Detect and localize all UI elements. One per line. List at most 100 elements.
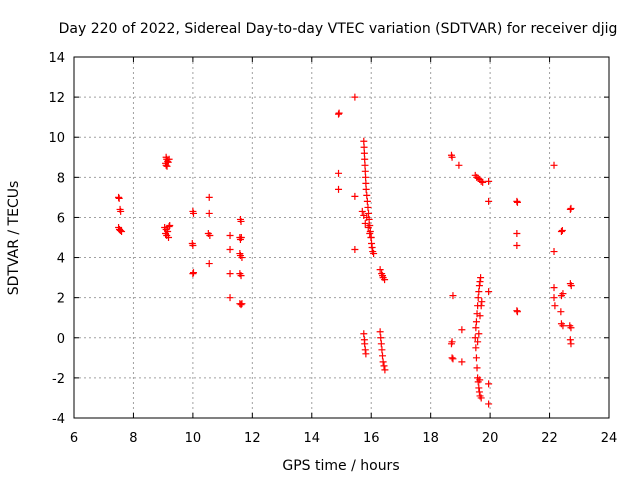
data-point-marker	[376, 266, 384, 274]
data-point-marker	[335, 185, 343, 193]
data-point-marker	[205, 193, 213, 201]
y-tick-label: 14	[48, 51, 65, 66]
data-point-marker	[360, 143, 368, 151]
data-point-marker	[567, 340, 575, 348]
data-point-marker	[381, 366, 389, 374]
data-point-marker	[376, 328, 384, 336]
y-tick-label: 0	[57, 332, 65, 347]
y-tick-label: 4	[57, 252, 65, 267]
data-point-marker	[365, 209, 373, 217]
data-point-marker	[380, 362, 388, 370]
data-point-marker	[550, 161, 558, 169]
data-point-marker	[472, 344, 480, 352]
data-point-marker	[475, 330, 483, 338]
x-tick-label: 8	[129, 431, 137, 446]
data-point-marker	[557, 308, 565, 316]
data-point-marker	[189, 269, 197, 277]
x-tick-label: 24	[601, 431, 618, 446]
data-point-marker	[116, 226, 124, 234]
data-point-marker	[361, 155, 369, 163]
y-tick-label: 10	[48, 131, 65, 146]
data-point-marker	[335, 169, 343, 177]
data-point-marker	[364, 203, 372, 211]
data-point-marker	[448, 354, 456, 362]
data-point-marker	[455, 161, 463, 169]
y-tick-label: 12	[48, 91, 65, 106]
y-tick-label: 6	[57, 211, 65, 226]
plot-frame	[73, 56, 610, 419]
data-point-marker	[471, 334, 479, 342]
data-point-marker	[165, 155, 173, 163]
data-point-marker	[360, 330, 368, 338]
x-tick-label: 16	[363, 431, 380, 446]
data-point-marker	[362, 179, 370, 187]
data-point-marker	[363, 213, 371, 221]
data-point-marker	[362, 173, 370, 181]
data-point-marker	[165, 234, 173, 241]
data-points	[115, 93, 575, 408]
data-point-marker	[474, 174, 482, 182]
data-point-marker	[364, 223, 372, 231]
y-tick-label: -2	[52, 372, 65, 387]
data-point-marker	[559, 322, 567, 330]
data-point-marker	[475, 288, 483, 296]
data-point-marker	[458, 358, 466, 366]
data-point-marker	[351, 192, 359, 200]
data-point-marker	[361, 219, 369, 227]
data-point-marker	[449, 355, 457, 363]
data-point-marker	[458, 326, 466, 334]
data-point-marker	[226, 231, 234, 239]
data-point-marker	[366, 229, 374, 237]
data-point-marker	[557, 227, 565, 235]
data-point-marker	[361, 161, 369, 169]
x-tick-label: 12	[244, 431, 261, 446]
data-point-marker	[477, 274, 485, 282]
data-point-marker	[189, 209, 197, 217]
data-point-marker	[237, 301, 245, 309]
data-point-marker	[479, 178, 487, 186]
data-point-marker	[226, 270, 234, 278]
data-point-marker	[360, 137, 368, 145]
data-point-marker	[164, 158, 172, 166]
y-axis-label: SDTVAR / TECUs	[6, 181, 22, 296]
data-point-marker	[115, 194, 123, 202]
y-tick-label: 2	[57, 292, 65, 307]
data-point-marker	[472, 354, 480, 362]
data-point-marker	[447, 340, 455, 348]
data-point-marker	[472, 324, 480, 332]
data-point-marker	[377, 334, 385, 342]
data-point-marker	[378, 346, 386, 354]
data-point-marker	[361, 167, 369, 175]
data-point-marker	[238, 300, 246, 308]
x-tick-label: 20	[482, 431, 499, 446]
data-point-marker	[363, 191, 371, 199]
data-point-marker	[226, 294, 234, 302]
data-point-marker	[550, 248, 558, 256]
data-point-marker	[237, 234, 245, 241]
x-tick-label: 18	[422, 431, 439, 446]
data-point-marker	[335, 109, 343, 117]
data-point-marker	[485, 400, 493, 408]
data-point-marker	[379, 358, 387, 366]
data-point-marker	[361, 340, 369, 348]
data-point-marker	[472, 318, 480, 326]
data-point-marker	[449, 292, 457, 300]
data-point-marker	[367, 234, 375, 241]
x-axis-label: GPS time / hours	[282, 458, 399, 474]
data-point-marker	[377, 340, 385, 348]
data-point-marker	[370, 250, 378, 258]
data-point-marker	[163, 162, 171, 170]
x-tick-label: 14	[304, 431, 321, 446]
data-point-marker	[118, 227, 126, 235]
data-point-marker	[477, 177, 485, 185]
data-point-marker	[485, 177, 493, 185]
data-point-marker	[473, 364, 481, 372]
data-point-marker	[363, 197, 371, 205]
y-tick-label: -4	[52, 412, 65, 427]
data-point-marker	[166, 221, 174, 229]
x-tick-label: 22	[541, 431, 558, 446]
data-point-marker	[379, 352, 387, 360]
data-point-marker	[351, 246, 359, 254]
data-point-marker	[551, 302, 559, 310]
